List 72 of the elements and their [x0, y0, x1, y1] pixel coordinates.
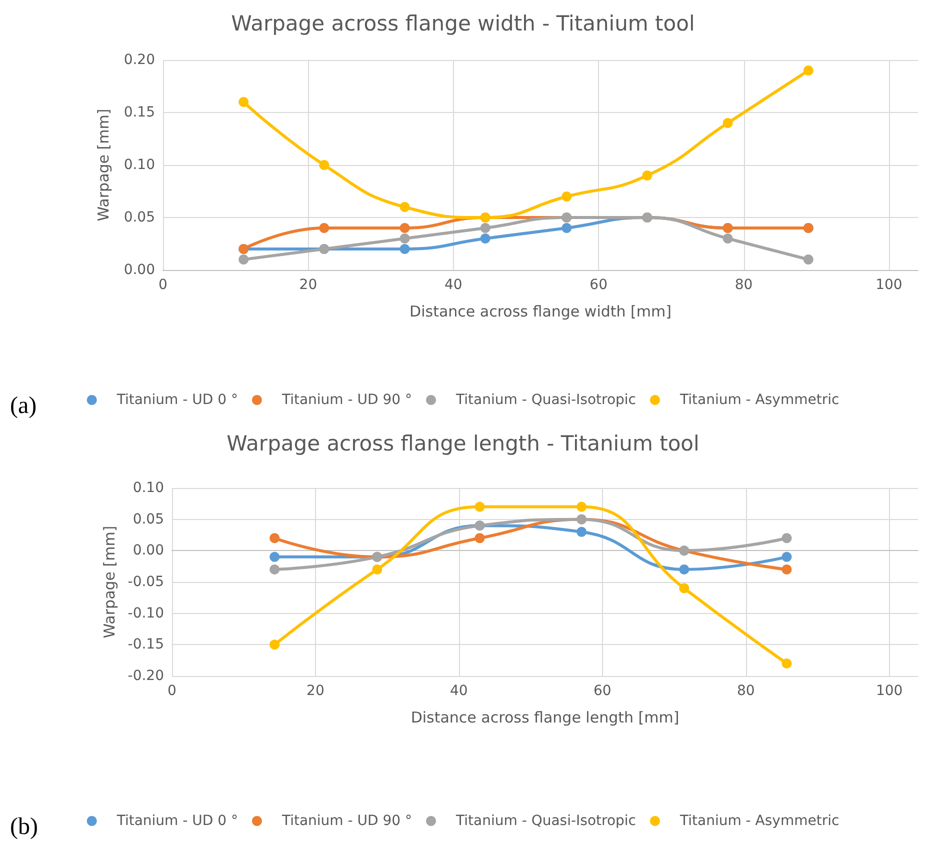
point — [480, 223, 490, 233]
y-tick-label: 0.05 — [132, 511, 164, 528]
x-tick-label: 60 — [590, 277, 608, 293]
legend-label: Titanium - Quasi-Isotropic — [455, 392, 636, 408]
y-tick-label: 0.15 — [124, 104, 155, 120]
y-tick-label: 0.20 — [124, 52, 155, 68]
point — [400, 234, 410, 244]
point — [238, 254, 249, 264]
point — [782, 658, 792, 668]
legend-label: Titanium - UD 90 ° — [280, 392, 412, 408]
legend-label: Titanium - Asymmetric — [678, 813, 840, 829]
point — [270, 552, 280, 562]
x-axis-title: Distance across flange length [mm] — [410, 708, 680, 726]
y-tick-label: 0.10 — [132, 480, 164, 496]
point — [270, 640, 280, 650]
legend-label: Titanium - UD 0 ° — [116, 392, 238, 408]
y-tick-label: 0.00 — [124, 262, 155, 278]
point — [238, 97, 249, 107]
point — [562, 192, 572, 202]
point — [319, 160, 330, 170]
x-tick-label: 100 — [876, 683, 903, 699]
y-axis-title: Warpage [mm] — [94, 108, 112, 222]
point — [319, 223, 330, 233]
legend-label: Titanium - UD 0 ° — [116, 813, 238, 829]
y-tick-label: -0.05 — [128, 574, 164, 590]
point — [474, 502, 485, 512]
y-tick-label: 0.10 — [124, 157, 155, 173]
x-tick-label: 0 — [168, 683, 176, 699]
point — [400, 244, 410, 254]
x-tick-label: 40 — [444, 277, 462, 293]
text: (b) — [10, 814, 38, 840]
point — [722, 234, 733, 244]
legend-label: Titanium - UD 90 ° — [280, 813, 412, 829]
point — [803, 254, 814, 264]
y-axis-title: Warpage [mm] — [100, 526, 118, 638]
x-tick-label: 40 — [450, 683, 468, 699]
point — [782, 564, 792, 574]
point — [372, 564, 382, 574]
chart-title: Warpage across flange width - Titanium tool — [231, 12, 695, 36]
point — [480, 234, 490, 244]
x-tick-label: 20 — [299, 277, 318, 293]
y-tick-label: -0.10 — [128, 605, 164, 622]
y-tick-label: -0.15 — [128, 636, 164, 653]
point — [679, 583, 690, 594]
point — [782, 552, 792, 562]
y-tick-label: 0.05 — [124, 210, 155, 226]
y-tick-label: 0.00 — [132, 542, 164, 559]
point — [400, 202, 410, 212]
point — [642, 170, 652, 180]
point — [782, 533, 792, 544]
x-axis-title: Distance across flange width [mm] — [410, 302, 672, 320]
point — [576, 502, 587, 512]
legend-label: Titanium - Quasi-Isotropic — [455, 813, 636, 829]
x-tick-label: 80 — [736, 683, 755, 699]
x-tick-label: 20 — [306, 683, 324, 699]
point — [562, 223, 572, 233]
y-tick-label: -0.20 — [128, 668, 164, 684]
x-tick-label: 0 — [158, 277, 168, 293]
point — [270, 564, 280, 574]
point — [722, 118, 733, 128]
text: (a) — [10, 393, 37, 419]
x-tick-label: 60 — [593, 683, 612, 699]
chart-title: Warpage across flange length - Titanium tool — [226, 432, 700, 456]
x-tick-label: 80 — [734, 277, 753, 293]
legend-label: Titanium - Asymmetric — [678, 392, 840, 408]
point — [400, 223, 410, 233]
point — [679, 564, 690, 574]
point — [474, 533, 485, 544]
x-tick-label: 100 — [876, 277, 902, 293]
point — [803, 66, 814, 76]
point — [270, 533, 280, 544]
point — [576, 526, 587, 537]
